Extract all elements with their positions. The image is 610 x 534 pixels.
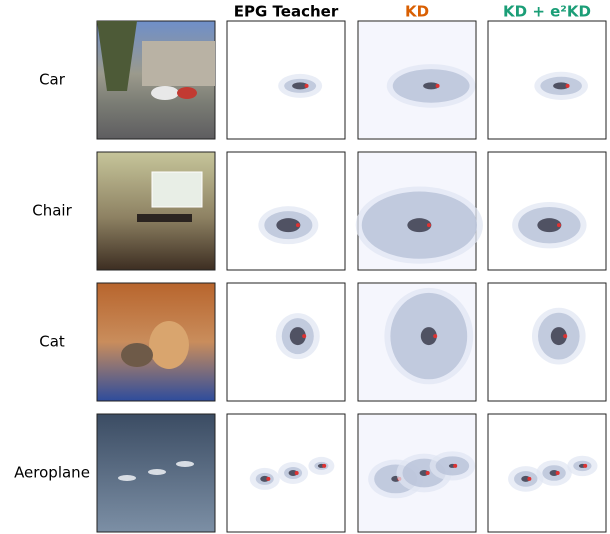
attribution-core (521, 475, 531, 482)
row-label: Aeroplane (14, 464, 90, 482)
column-header: EPG Teacher (234, 3, 339, 21)
row-label: Cat (39, 333, 65, 351)
attribution-red (556, 223, 561, 228)
input-image (96, 151, 216, 271)
explanation-map (226, 20, 346, 140)
attribution-core (289, 327, 306, 346)
cat (121, 343, 153, 367)
attribution-red (565, 83, 570, 88)
attribution-red (433, 334, 438, 339)
attribution-red (583, 463, 588, 468)
column-header: KD + e²KD (503, 3, 591, 21)
tree (97, 21, 137, 91)
plane (118, 475, 136, 481)
attribution-core (407, 218, 432, 233)
window (151, 171, 203, 208)
car (177, 87, 197, 99)
attribution-red (435, 83, 440, 88)
attribution-core (288, 470, 298, 476)
car (151, 86, 179, 100)
attribution-core (549, 470, 559, 476)
attribution-core (537, 218, 562, 233)
plane (176, 461, 194, 467)
attribution-core (276, 218, 301, 233)
attribution-red (294, 471, 299, 475)
attribution-core (553, 82, 570, 90)
attribution-red (425, 471, 430, 475)
attribution-core (419, 470, 429, 476)
attribution-core (423, 82, 440, 90)
attribution-red (266, 476, 271, 481)
building (142, 41, 215, 86)
attribution-red (322, 463, 327, 468)
attribution-red (527, 476, 532, 481)
plane (148, 469, 166, 475)
row-label: Car (39, 71, 66, 89)
attribution-core (260, 475, 270, 482)
column-header: KD (405, 3, 429, 21)
attribution-red (555, 471, 560, 475)
attribution-red (426, 223, 431, 228)
attribution-core (292, 82, 309, 90)
attribution-core (420, 327, 437, 346)
attribution-red (563, 334, 568, 339)
row-label: Chair (32, 202, 72, 220)
attribution-red (304, 83, 309, 88)
attribution-red (302, 334, 307, 339)
table (137, 214, 192, 222)
attribution-core (550, 327, 567, 346)
attribution-red (453, 463, 458, 468)
attribution-red (295, 223, 300, 228)
cat (149, 321, 189, 369)
